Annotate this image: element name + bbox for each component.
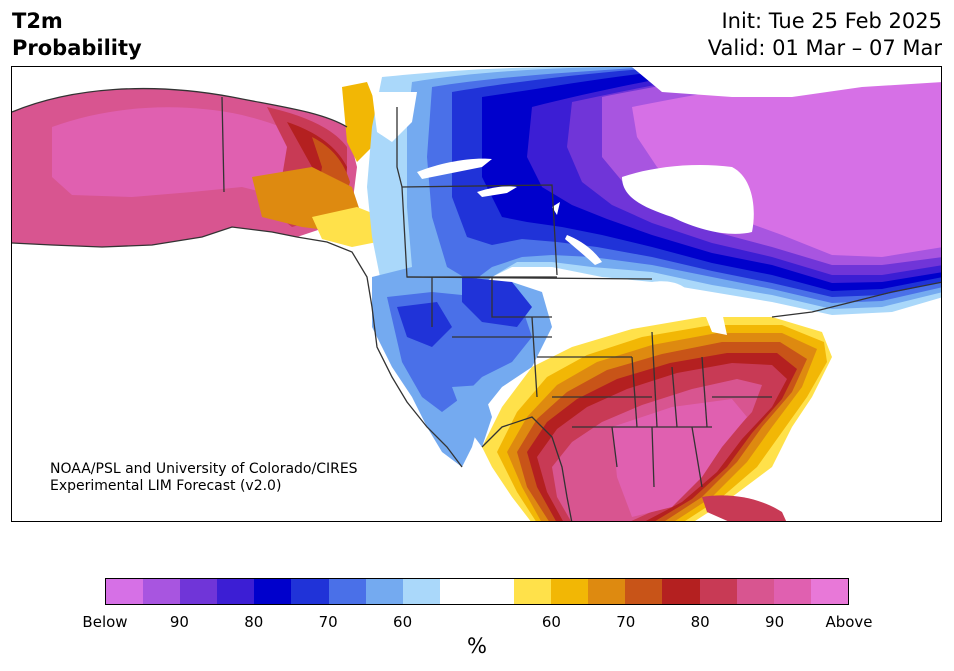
title-right: Init: Tue 25 Feb 2025 Valid: 01 Mar – 07… — [708, 8, 942, 62]
colorbar-segment — [254, 579, 292, 604]
variable-title: T2m — [12, 9, 63, 33]
colorbar-segment — [365, 579, 403, 604]
colorbar-segment — [291, 579, 329, 604]
credit-text: NOAA/PSL and University of Colorado/CIRE… — [50, 461, 358, 495]
cuba-region — [702, 495, 787, 521]
credit-line-1: NOAA/PSL and University of Colorado/CIRE… — [50, 461, 358, 477]
colorbar — [105, 578, 849, 605]
colorbar-segment — [662, 579, 700, 604]
inland-water — [372, 67, 941, 335]
colorbar-segment — [217, 579, 255, 604]
colorbar-segment — [180, 579, 218, 604]
boundaries — [12, 87, 941, 521]
colorbar-tick-label: 70 — [318, 613, 338, 631]
colorbar-tick-label: Above — [825, 613, 873, 631]
alaska-warm-region — [12, 82, 382, 247]
colorbar-segment — [143, 579, 181, 604]
colorbar-tick-label: 60 — [541, 613, 561, 631]
forecast-map[interactable]: NOAA/PSL and University of Colorado/CIRE… — [11, 66, 942, 522]
colorbar-unit: % — [467, 634, 487, 658]
colorbar-tick-label: 90 — [169, 613, 189, 631]
colorbar-segment — [625, 579, 663, 604]
colorbar-segment — [699, 579, 737, 604]
title-left: T2m Probability — [12, 8, 142, 62]
us-warm-region — [482, 317, 832, 521]
init-date: Init: Tue 25 Feb 2025 — [721, 9, 942, 33]
colorbar-tick-label: 80 — [690, 613, 710, 631]
valid-range: Valid: 01 Mar – 07 Mar — [707, 36, 942, 60]
colorbar-segment — [439, 579, 477, 604]
colorbar-segment — [328, 579, 366, 604]
colorbar-segment — [551, 579, 589, 604]
colorbar-tick-label: Below — [82, 613, 128, 631]
map-canvas — [12, 67, 941, 521]
colorbar-segment — [810, 579, 848, 604]
canada-cold-region — [367, 67, 941, 342]
product-title: Probability — [12, 36, 142, 60]
colorbar-tick-label: 60 — [393, 613, 413, 631]
colorbar-segment — [588, 579, 626, 604]
colorbar-tick-label: 80 — [244, 613, 264, 631]
colorbar-segment — [106, 579, 144, 604]
colorbar-tick-label: 90 — [765, 613, 785, 631]
colorbar-segment — [476, 579, 515, 604]
colorbar-segment — [402, 579, 440, 604]
colorbar-segment — [773, 579, 811, 604]
colorbar-segment — [514, 579, 552, 604]
colorbar-tick-label: 70 — [616, 613, 636, 631]
credit-line-2: Experimental LIM Forecast (v2.0) — [50, 478, 282, 494]
colorbar-segment — [736, 579, 774, 604]
